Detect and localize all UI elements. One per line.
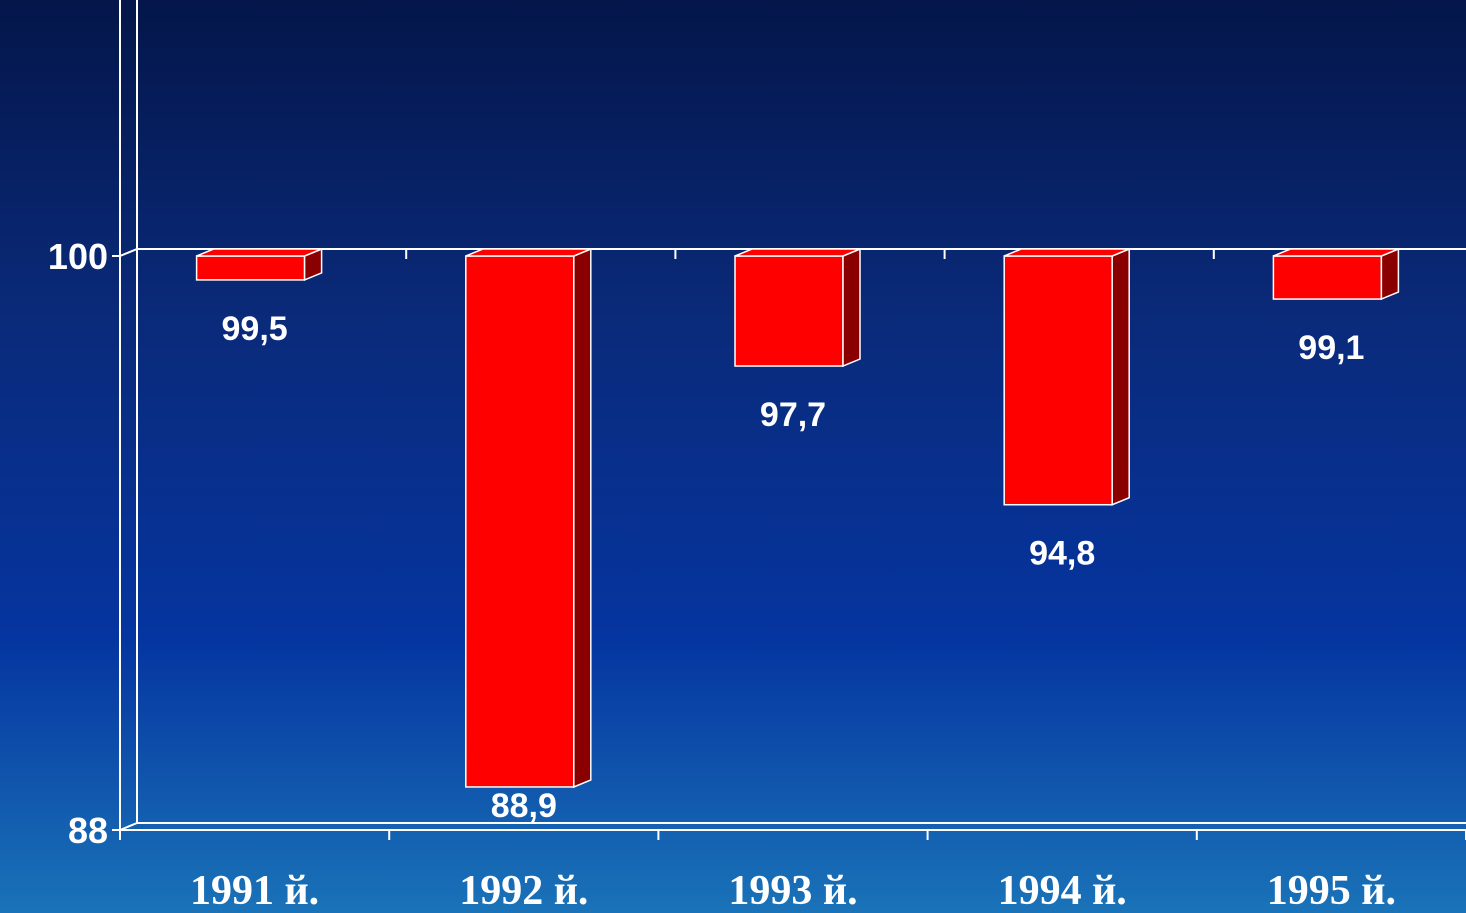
chart-frame bbox=[119, 0, 1466, 831]
x-tick-label: 1993 й. bbox=[728, 868, 857, 913]
bar-top bbox=[1003, 248, 1130, 257]
bar-top bbox=[465, 248, 592, 257]
bar-value-label: 99,5 bbox=[222, 310, 288, 348]
x-tick-label: 1995 й. bbox=[1267, 868, 1396, 913]
bar-front bbox=[465, 255, 575, 788]
bar-top bbox=[196, 248, 322, 257]
y-axis: 88 100 bbox=[48, 236, 120, 851]
bar-front bbox=[734, 255, 844, 367]
x-tick-label: 1991 й. bbox=[190, 868, 319, 913]
bar-front bbox=[1272, 255, 1383, 300]
bar-side bbox=[1111, 247, 1130, 506]
bar bbox=[734, 247, 861, 368]
bar bbox=[1003, 247, 1130, 506]
bar-value-label: 99,1 bbox=[1298, 329, 1364, 367]
x-axis: 1991 й. 1992 й. 1993 й. 1994 й. 1995 й. bbox=[119, 830, 1466, 913]
bar-side bbox=[842, 247, 861, 368]
bar-front bbox=[195, 255, 306, 281]
bar-value-label: 88,9 bbox=[491, 787, 557, 825]
bar-top bbox=[734, 248, 861, 257]
floor-left-edge bbox=[119, 822, 138, 831]
bar bbox=[195, 247, 323, 282]
bar-side bbox=[1380, 247, 1400, 301]
bar bbox=[1272, 247, 1400, 301]
y-tick-label: 88 bbox=[68, 810, 108, 851]
bar-top bbox=[1273, 248, 1399, 257]
x-tick-label: 1992 й. bbox=[459, 868, 588, 913]
bar bbox=[465, 247, 592, 789]
bar-side bbox=[573, 247, 592, 789]
x-tick-label: 1994 й. bbox=[998, 868, 1127, 913]
bar-value-label: 94,8 bbox=[1029, 535, 1095, 573]
bar-front bbox=[1003, 255, 1113, 506]
chart-bars: 99,5 88,9 97,7 94,8 99,1 bbox=[195, 247, 1400, 825]
gridline-100-side bbox=[119, 248, 138, 257]
y-tick-label: 100 bbox=[48, 236, 108, 277]
bar-value-label: 97,7 bbox=[760, 396, 826, 434]
